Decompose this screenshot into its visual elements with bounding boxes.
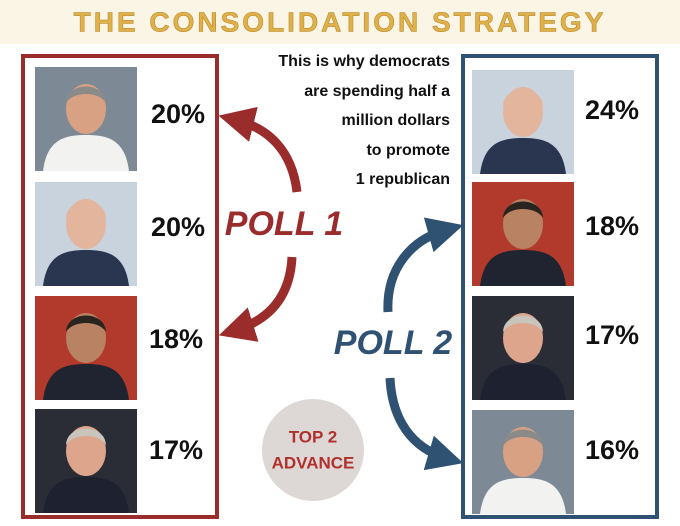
photo-part xyxy=(503,87,543,137)
badge xyxy=(262,399,364,501)
result: 18% xyxy=(585,211,639,241)
photo-part xyxy=(43,477,129,513)
poll1-label: POLL 1 xyxy=(225,205,343,243)
photo-part xyxy=(503,313,543,363)
result: 17% xyxy=(149,435,203,465)
note-line: This is why democrats xyxy=(278,53,450,70)
photo-part xyxy=(66,428,106,445)
note-line: million dollars xyxy=(342,112,451,129)
photo-part xyxy=(43,364,129,400)
result: 16% xyxy=(585,435,639,465)
result: 24% xyxy=(585,95,639,125)
arrow xyxy=(218,256,297,342)
note-line: 1 republican xyxy=(356,171,450,188)
result: 20% xyxy=(151,99,205,129)
photo-part xyxy=(503,199,543,249)
photo-part xyxy=(503,427,543,477)
photo-part xyxy=(66,313,106,363)
photo-part xyxy=(66,201,106,218)
photo-part xyxy=(66,315,106,332)
poll1-box xyxy=(21,54,219,519)
photo-part xyxy=(66,84,106,134)
photo-part xyxy=(480,364,566,400)
photo-part xyxy=(66,86,106,103)
title-band xyxy=(0,0,680,44)
arrow xyxy=(218,106,302,193)
photo-part xyxy=(503,201,543,218)
note-line: are spending half a xyxy=(304,83,450,100)
photo-part xyxy=(503,89,543,106)
photo-part xyxy=(480,250,566,286)
photo-part xyxy=(503,429,543,446)
poll2-label: POLL 2 xyxy=(334,324,452,362)
arrow xyxy=(383,217,464,313)
photo-part xyxy=(43,250,129,286)
note-line: to promote xyxy=(366,142,450,159)
photo-part xyxy=(503,315,543,332)
photo-part xyxy=(66,199,106,249)
photo-part xyxy=(480,478,566,514)
photo-part xyxy=(43,135,129,171)
photo-part xyxy=(480,138,566,174)
arrow xyxy=(385,377,464,471)
result: 20% xyxy=(151,212,205,242)
badge-text: TOP 2 xyxy=(289,427,338,446)
photos xyxy=(35,67,574,514)
title: THE CONSOLIDATION STRATEGY xyxy=(74,6,607,37)
result: 18% xyxy=(149,324,203,354)
badge-text: ADVANCE xyxy=(272,453,355,472)
result: 17% xyxy=(585,320,639,350)
poll2-box xyxy=(461,54,659,519)
photo-part xyxy=(66,426,106,476)
